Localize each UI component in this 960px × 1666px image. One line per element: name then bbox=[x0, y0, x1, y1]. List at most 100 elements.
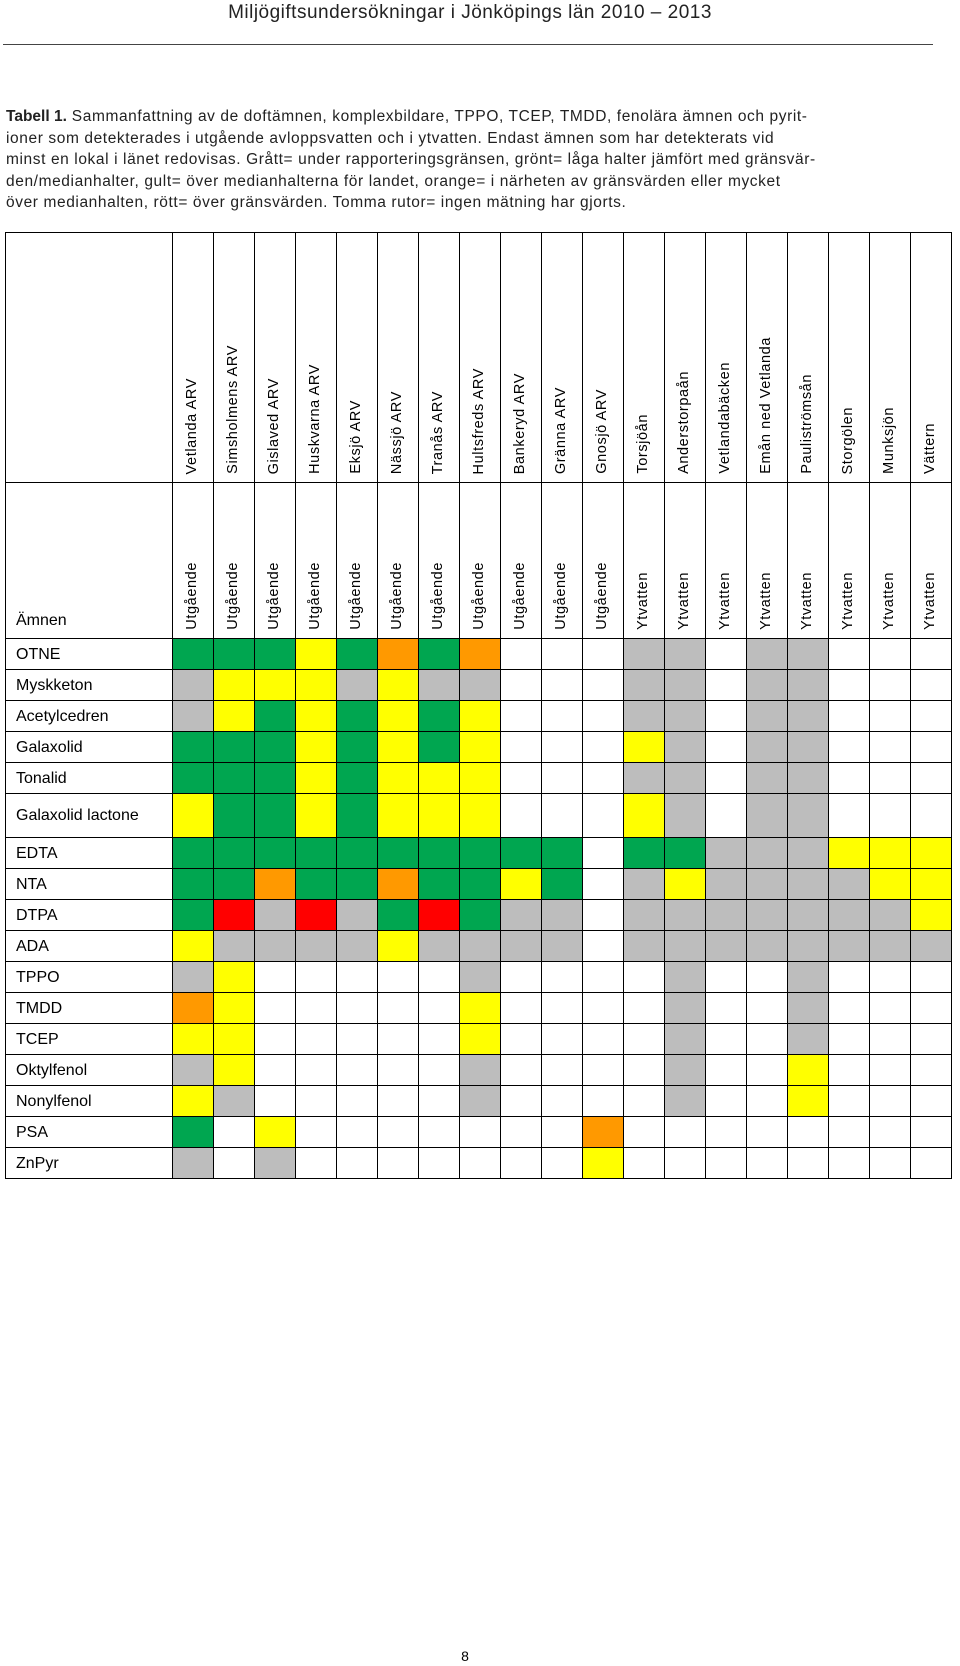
result-cell bbox=[336, 961, 378, 993]
result-cell bbox=[828, 961, 870, 993]
result-cell bbox=[787, 1147, 829, 1179]
result-cell bbox=[295, 1147, 337, 1179]
result-cell bbox=[623, 837, 665, 869]
result-cell bbox=[582, 868, 624, 900]
result-cell bbox=[705, 762, 747, 794]
sample-type-label: Utgående bbox=[553, 562, 569, 630]
result-cell bbox=[664, 700, 706, 732]
result-cell bbox=[664, 930, 706, 962]
result-cell bbox=[787, 762, 829, 794]
result-cell bbox=[336, 762, 378, 794]
result-cell bbox=[787, 731, 829, 763]
site-header: Pauliströmsån bbox=[787, 232, 829, 483]
result-cell bbox=[459, 1023, 501, 1055]
result-cell bbox=[664, 961, 706, 993]
result-cell bbox=[623, 700, 665, 732]
result-cell bbox=[746, 930, 788, 962]
result-cell bbox=[787, 930, 829, 962]
result-cell bbox=[500, 762, 542, 794]
result-cell bbox=[377, 1023, 419, 1055]
substance-name: Tonalid bbox=[5, 762, 173, 794]
result-cell bbox=[664, 762, 706, 794]
result-cell bbox=[705, 868, 747, 900]
result-cell bbox=[254, 793, 296, 838]
result-cell bbox=[787, 992, 829, 1024]
table-row: Myskketon bbox=[5, 669, 952, 701]
result-cell bbox=[418, 868, 460, 900]
site-label: Emån ned Vetlanda bbox=[758, 337, 774, 474]
result-cell bbox=[828, 762, 870, 794]
result-cell bbox=[705, 930, 747, 962]
result-cell bbox=[254, 837, 296, 869]
result-cell bbox=[418, 961, 460, 993]
result-cell bbox=[336, 793, 378, 838]
result-cell bbox=[869, 837, 911, 869]
result-cell bbox=[910, 837, 952, 869]
result-cell bbox=[664, 868, 706, 900]
result-cell bbox=[377, 1116, 419, 1148]
result-cell bbox=[705, 669, 747, 701]
result-cell bbox=[254, 731, 296, 763]
result-cell bbox=[623, 1147, 665, 1179]
substance-name: TMDD bbox=[5, 992, 173, 1024]
result-cell bbox=[623, 992, 665, 1024]
result-cell bbox=[500, 1085, 542, 1117]
site-label: Gislaved ARV bbox=[266, 377, 282, 474]
result-cell bbox=[746, 1054, 788, 1086]
site-label: Nässjö ARV bbox=[389, 390, 405, 474]
result-cell bbox=[828, 899, 870, 931]
result-cell bbox=[459, 1054, 501, 1086]
caption-line-2: ioner som detekterades i utgående avlopp… bbox=[6, 129, 775, 147]
result-cell bbox=[582, 992, 624, 1024]
substance-name: ADA bbox=[5, 930, 173, 962]
result-cell bbox=[254, 1054, 296, 1086]
sample-type-header: Ytvatten bbox=[705, 482, 747, 639]
result-cell bbox=[459, 793, 501, 838]
result-cell bbox=[623, 961, 665, 993]
result-cell bbox=[787, 1116, 829, 1148]
sample-type-label: Utgående bbox=[389, 562, 405, 630]
result-cell bbox=[582, 762, 624, 794]
result-cell bbox=[910, 700, 952, 732]
result-cell bbox=[500, 700, 542, 732]
result-cell bbox=[377, 793, 419, 838]
result-cell bbox=[459, 1147, 501, 1179]
result-cell bbox=[213, 930, 255, 962]
result-cell bbox=[541, 731, 583, 763]
result-cell bbox=[582, 1023, 624, 1055]
result-cell bbox=[746, 700, 788, 732]
result-cell bbox=[705, 793, 747, 838]
result-cell bbox=[459, 731, 501, 763]
result-cell bbox=[377, 1054, 419, 1086]
substance-name: EDTA bbox=[5, 837, 173, 869]
site-header: Anderstorpaån bbox=[664, 232, 706, 483]
result-cell bbox=[295, 992, 337, 1024]
result-cell bbox=[787, 899, 829, 931]
table-row: Galaxolid bbox=[5, 731, 952, 763]
result-cell bbox=[418, 1147, 460, 1179]
result-cell bbox=[869, 793, 911, 838]
result-cell bbox=[623, 1116, 665, 1148]
result-cell bbox=[623, 638, 665, 670]
result-cell bbox=[500, 793, 542, 838]
site-label: Eksjö ARV bbox=[348, 400, 364, 474]
result-cell bbox=[910, 899, 952, 931]
substance-name: PSA bbox=[5, 1116, 173, 1148]
result-cell bbox=[541, 868, 583, 900]
result-cell bbox=[377, 961, 419, 993]
result-cell bbox=[172, 961, 214, 993]
result-cell bbox=[869, 961, 911, 993]
site-header: Gnosjö ARV bbox=[582, 232, 624, 483]
result-cell bbox=[295, 837, 337, 869]
sample-type-label: Ytvatten bbox=[881, 572, 897, 630]
sample-type-header: Utgående bbox=[582, 482, 624, 639]
site-header: Eksjö ARV bbox=[336, 232, 378, 483]
result-cell bbox=[213, 762, 255, 794]
result-cell bbox=[705, 1054, 747, 1086]
result-cell bbox=[828, 1085, 870, 1117]
result-cell bbox=[377, 1085, 419, 1117]
result-cell bbox=[213, 793, 255, 838]
result-cell bbox=[664, 1116, 706, 1148]
result-cell bbox=[254, 1085, 296, 1117]
caption-line-1: Sammanfattning av de doftämnen, komplexb… bbox=[66, 108, 808, 125]
